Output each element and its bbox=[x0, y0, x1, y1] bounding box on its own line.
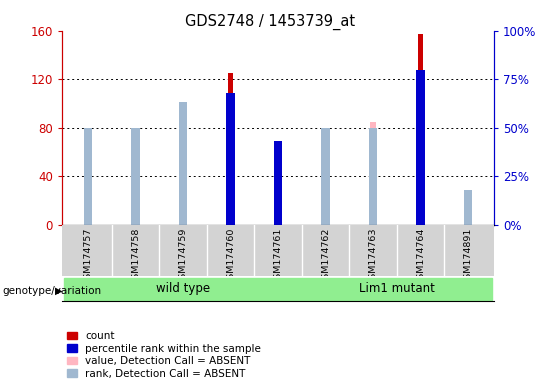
Bar bbox=[131, 128, 140, 225]
Bar bbox=[370, 122, 376, 225]
Bar bbox=[133, 128, 139, 225]
Text: GSM174757: GSM174757 bbox=[84, 227, 93, 285]
Bar bbox=[228, 73, 233, 225]
Bar bbox=[302, 278, 492, 300]
Bar bbox=[84, 128, 92, 225]
Bar bbox=[276, 172, 280, 225]
Legend: count, percentile rank within the sample, value, Detection Call = ABSENT, rank, : count, percentile rank within the sample… bbox=[68, 331, 261, 379]
Text: GSM174759: GSM174759 bbox=[179, 227, 188, 285]
Bar bbox=[418, 34, 423, 225]
Text: GSM174762: GSM174762 bbox=[321, 227, 330, 285]
Bar bbox=[465, 207, 471, 225]
Bar bbox=[321, 128, 330, 225]
Text: GSM174758: GSM174758 bbox=[131, 227, 140, 285]
Text: GSM174764: GSM174764 bbox=[416, 227, 425, 285]
Text: GDS2748 / 1453739_at: GDS2748 / 1453739_at bbox=[185, 13, 355, 30]
Bar bbox=[226, 93, 235, 225]
Bar bbox=[64, 278, 302, 300]
Bar bbox=[369, 128, 377, 225]
Bar bbox=[323, 182, 328, 225]
Text: genotype/variation: genotype/variation bbox=[3, 286, 102, 296]
Bar bbox=[85, 129, 91, 225]
Text: GSM174891: GSM174891 bbox=[463, 227, 472, 285]
Bar bbox=[416, 70, 425, 225]
Text: GSM174760: GSM174760 bbox=[226, 227, 235, 285]
Text: GSM174761: GSM174761 bbox=[274, 227, 282, 285]
Bar bbox=[180, 103, 186, 225]
Text: GSM174763: GSM174763 bbox=[368, 227, 377, 285]
Text: ▶: ▶ bbox=[55, 286, 62, 296]
Text: wild type: wild type bbox=[156, 283, 210, 295]
Bar bbox=[464, 190, 472, 225]
Bar bbox=[179, 103, 187, 225]
Bar bbox=[274, 141, 282, 225]
Text: Lim1 mutant: Lim1 mutant bbox=[359, 283, 435, 295]
